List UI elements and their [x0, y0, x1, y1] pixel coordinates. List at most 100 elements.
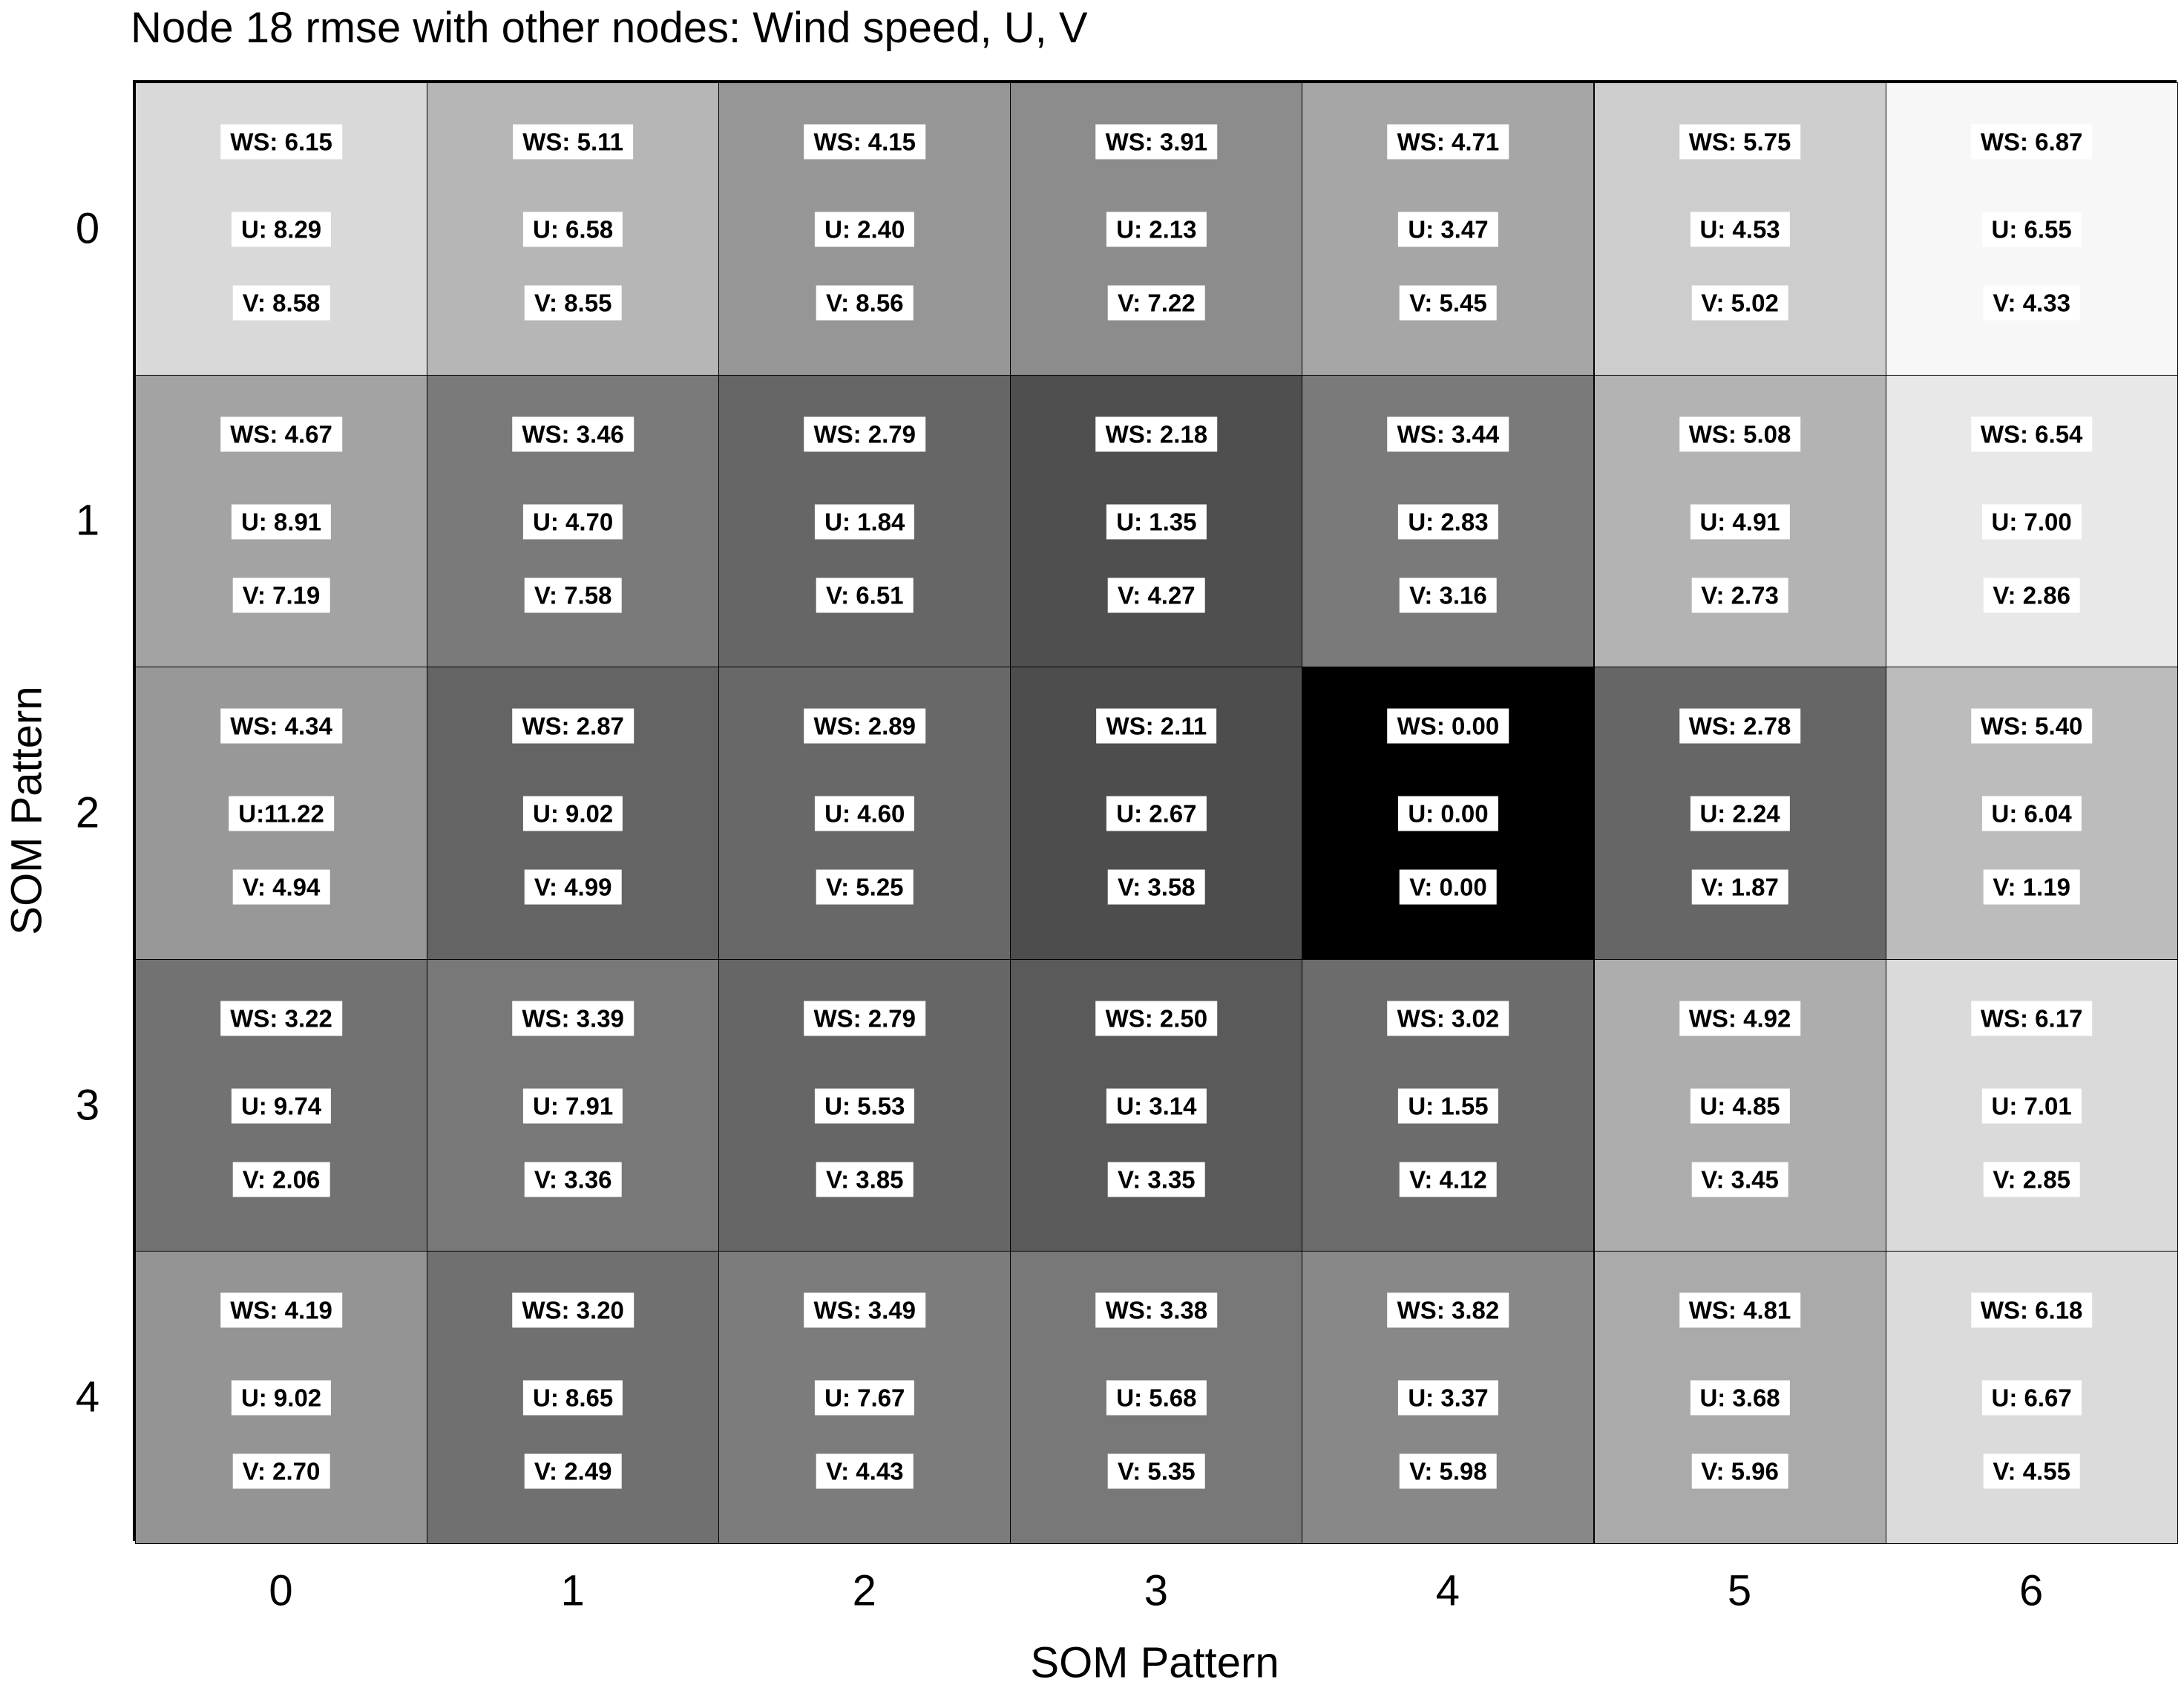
cell-v-label: V: 4.43: [816, 1453, 914, 1489]
heatmap-cell-r4-c2: WS: 3.49 U: 7.67 V: 4.43: [718, 1251, 1011, 1544]
cell-v-label: V: 6.51: [816, 578, 914, 613]
heatmap-cell-r2-c4: WS: 0.00 U: 0.00 V: 0.00: [1302, 667, 1595, 960]
cell-ws-label: WS: 3.38: [1095, 1292, 1218, 1328]
cell-u-label: U: 2.67: [1106, 796, 1207, 831]
cell-v-label: V: 5.96: [1691, 1453, 1788, 1489]
cell-ws-label: WS: 3.46: [512, 416, 634, 452]
cell-u-label: U: 8.91: [231, 504, 332, 540]
cell-v-label: V: 1.19: [1983, 869, 2080, 905]
cell-u-label: U: 4.60: [815, 796, 915, 831]
heatmap-cell-r1-c3: WS: 2.18 U: 1.35 V: 4.27: [1010, 374, 1303, 668]
heatmap-cell-r3-c4: WS: 3.02 U: 1.55 V: 4.12: [1302, 958, 1595, 1252]
cell-u-label: U: 6.58: [523, 212, 623, 247]
cell-v-label: V: 2.70: [232, 1453, 330, 1489]
cell-v-label: V: 2.86: [1983, 578, 2080, 613]
cell-v-label: V: 2.06: [232, 1162, 330, 1197]
cell-v-label: V: 0.00: [1400, 869, 1497, 905]
cell-u-label: U: 6.55: [1981, 212, 2082, 247]
cell-v-label: V: 8.55: [524, 285, 622, 321]
y-tick-label: 3: [75, 1081, 100, 1130]
heatmap-cell-r1-c1: WS: 3.46 U: 4.70 V: 7.58: [427, 374, 720, 668]
cell-u-label: U: 5.68: [1106, 1380, 1207, 1416]
heatmap-cell-r1-c0: WS: 4.67 U: 8.91 V: 7.19: [135, 374, 428, 668]
heatmap-cell-r0-c3: WS: 3.91 U: 2.13 V: 7.22: [1010, 82, 1303, 376]
x-tick-label: 3: [1144, 1566, 1168, 1615]
cell-ws-label: WS: 3.20: [512, 1292, 634, 1328]
cell-ws-label: WS: 2.50: [1095, 1001, 1218, 1036]
cell-u-label: U: 8.29: [231, 212, 332, 247]
heatmap-cell-r2-c2: WS: 2.89 U: 4.60 V: 5.25: [718, 667, 1011, 960]
cell-u-label: U: 4.70: [523, 504, 623, 540]
cell-ws-label: WS: 6.87: [1970, 124, 2093, 160]
cell-u-label: U: 2.83: [1398, 504, 1498, 540]
cell-ws-label: WS: 5.08: [1679, 416, 1801, 452]
heatmap-cell-r0-c1: WS: 5.11 U: 6.58 V: 8.55: [427, 82, 720, 376]
cell-ws-label: WS: 6.15: [220, 124, 342, 160]
heatmap-cell-r1-c2: WS: 2.79 U: 1.84 V: 6.51: [718, 374, 1011, 668]
y-tick-label: 2: [75, 788, 100, 837]
cell-u-label: U: 9.02: [523, 796, 623, 831]
cell-ws-label: WS: 2.11: [1096, 708, 1217, 744]
chart-title: Node 18 rmse with other nodes: Wind spee…: [131, 4, 1088, 52]
heatmap-cell-r2-c0: WS: 4.34 U:11.22 V: 4.94: [135, 667, 428, 960]
heatmap-cell-r4-c4: WS: 3.82 U: 3.37 V: 5.98: [1302, 1251, 1595, 1544]
heatmap-cell-r3-c6: WS: 6.17 U: 7.01 V: 2.85: [1885, 958, 2178, 1252]
x-tick-label: 6: [2019, 1566, 2044, 1615]
cell-u-label: U: 9.74: [231, 1088, 332, 1124]
cell-v-label: V: 2.73: [1691, 578, 1788, 613]
cell-u-label: U: 6.04: [1981, 796, 2082, 831]
cell-ws-label: WS: 6.17: [1970, 1001, 2093, 1036]
cell-u-label: U:11.22: [229, 796, 334, 831]
x-tick-label: 1: [560, 1566, 585, 1615]
cell-v-label: V: 3.36: [524, 1162, 622, 1197]
cell-u-label: U: 8.65: [523, 1380, 623, 1416]
cell-ws-label: WS: 3.02: [1387, 1001, 1509, 1036]
cell-ws-label: WS: 3.82: [1387, 1292, 1509, 1328]
cell-ws-label: WS: 3.49: [804, 1292, 926, 1328]
heatmap-cell-r0-c0: WS: 6.15 U: 8.29 V: 8.58: [135, 82, 428, 376]
cell-u-label: U: 4.53: [1690, 212, 1790, 247]
cell-v-label: V: 5.98: [1400, 1453, 1497, 1489]
x-tick-label: 2: [852, 1566, 876, 1615]
cell-ws-label: WS: 2.87: [512, 708, 634, 744]
cell-v-label: V: 5.45: [1400, 285, 1497, 321]
cell-ws-label: WS: 4.15: [804, 124, 926, 160]
cell-v-label: V: 8.58: [232, 285, 330, 321]
cell-v-label: V: 4.12: [1400, 1162, 1497, 1197]
cell-ws-label: WS: 3.39: [512, 1001, 634, 1036]
cell-ws-label: WS: 3.44: [1387, 416, 1509, 452]
cell-v-label: V: 3.58: [1108, 869, 1205, 905]
cell-ws-label: WS: 4.67: [220, 416, 342, 452]
cell-ws-label: WS: 2.78: [1679, 708, 1801, 744]
cell-v-label: V: 4.27: [1108, 578, 1205, 613]
x-tick-label: 5: [1727, 1566, 1752, 1615]
cell-v-label: V: 7.58: [524, 578, 622, 613]
cell-ws-label: WS: 2.89: [804, 708, 926, 744]
cell-ws-label: WS: 3.91: [1095, 124, 1218, 160]
cell-u-label: U: 3.47: [1398, 212, 1498, 247]
cell-u-label: U: 2.40: [815, 212, 915, 247]
heatmap-cell-r3-c5: WS: 4.92 U: 4.85 V: 3.45: [1593, 958, 1886, 1252]
x-axis-label: SOM Pattern: [1030, 1638, 1279, 1687]
y-axis-label: SOM Pattern: [2, 686, 51, 935]
y-tick-label: 1: [75, 496, 100, 545]
heatmap-cell-r4-c5: WS: 4.81 U: 3.68 V: 5.96: [1593, 1251, 1886, 1544]
y-tick-label: 0: [75, 204, 100, 253]
cell-v-label: V: 4.55: [1983, 1453, 2080, 1489]
cell-ws-label: WS: 4.34: [220, 708, 342, 744]
heatmap-cell-r3-c1: WS: 3.39 U: 7.91 V: 3.36: [427, 958, 720, 1252]
cell-u-label: U: 3.37: [1398, 1380, 1498, 1416]
cell-v-label: V: 4.99: [524, 869, 622, 905]
cell-u-label: U: 4.91: [1690, 504, 1790, 540]
heatmap-cell-r4-c0: WS: 4.19 U: 9.02 V: 2.70: [135, 1251, 428, 1544]
heatmap-cell-r2-c6: WS: 5.40 U: 6.04 V: 1.19: [1885, 667, 2178, 960]
cell-v-label: V: 5.25: [816, 869, 914, 905]
cell-u-label: U: 7.00: [1981, 504, 2082, 540]
cell-u-label: U: 4.85: [1690, 1088, 1790, 1124]
cell-u-label: U: 7.91: [523, 1088, 623, 1124]
cell-v-label: V: 4.33: [1983, 285, 2080, 321]
heatmap-cell-r2-c1: WS: 2.87 U: 9.02 V: 4.99: [427, 667, 720, 960]
cell-v-label: V: 7.22: [1108, 285, 1205, 321]
cell-ws-label: WS: 6.18: [1970, 1292, 2093, 1328]
heatmap-cell-r0-c2: WS: 4.15 U: 2.40 V: 8.56: [718, 82, 1011, 376]
